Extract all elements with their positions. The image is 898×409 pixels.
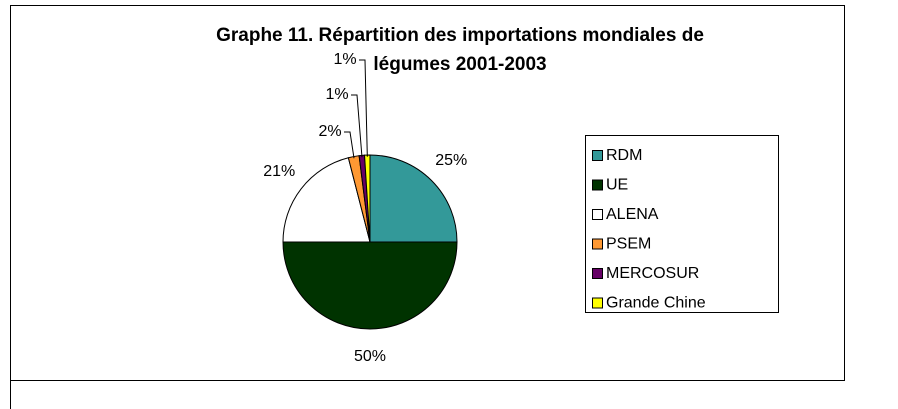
data-label: 21% (263, 163, 295, 180)
chart-title: Graphe 11. Répartition des importations … (216, 25, 704, 46)
legend-label: RDM (606, 147, 642, 164)
legend-swatch (592, 297, 603, 309)
legend-swatch (592, 209, 603, 220)
data-label: 1% (325, 86, 348, 103)
legend-box (585, 135, 779, 313)
data-label: 50% (354, 348, 386, 365)
data-label: 25% (435, 152, 467, 169)
legend-swatch (592, 238, 603, 250)
pie-slice (282, 241, 458, 330)
data-label: 1% (333, 51, 356, 68)
leader-line (344, 131, 355, 159)
legend-label: UE (606, 177, 628, 194)
legend-label: ALENA (606, 206, 659, 223)
chart-title: légumes 2001-2003 (373, 54, 546, 75)
data-label: 2% (318, 123, 341, 140)
legend-swatch (592, 268, 603, 279)
legend-label: MERCOSUR (606, 265, 699, 282)
legend-swatch (592, 179, 603, 191)
pie-slice (282, 157, 371, 243)
legend-label: PSEM (606, 236, 651, 253)
pie-slice (369, 154, 458, 243)
legend-swatch (592, 150, 603, 161)
leader-line (359, 59, 368, 157)
legend-label: Grande Chine (606, 295, 706, 312)
leader-line (351, 94, 363, 158)
